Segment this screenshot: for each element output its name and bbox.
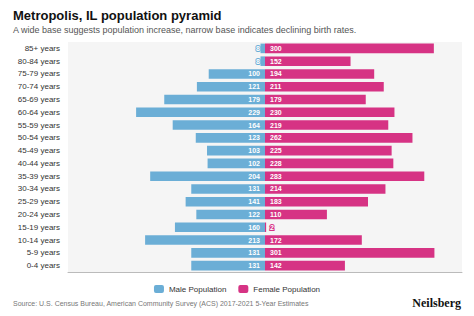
svg-text:15-19 years: 15-19 years [18, 223, 60, 232]
svg-text:179: 179 [270, 96, 282, 103]
svg-text:Source: U.S. Census Bureau, Am: Source: U.S. Census Bureau, American Com… [13, 300, 309, 308]
svg-text:Female Population: Female Population [253, 285, 320, 294]
svg-text:5-9 years: 5-9 years [27, 248, 60, 257]
svg-text:211: 211 [270, 83, 281, 90]
svg-text:2: 2 [270, 224, 274, 231]
svg-text:85+ years: 85+ years [25, 44, 60, 53]
svg-text:213: 213 [248, 237, 260, 244]
svg-text:164: 164 [248, 122, 260, 129]
svg-text:123: 123 [248, 134, 260, 141]
svg-text:283: 283 [270, 173, 282, 180]
svg-text:110: 110 [270, 211, 281, 218]
svg-text:142: 142 [270, 262, 282, 269]
svg-text:Metropolis, IL population pyra: Metropolis, IL population pyramid [13, 8, 222, 23]
svg-text:45-49 years: 45-49 years [18, 146, 60, 155]
svg-text:204: 204 [248, 173, 260, 180]
svg-text:75-79 years: 75-79 years [18, 69, 60, 78]
svg-text:25-29 years: 25-29 years [18, 197, 60, 206]
svg-text:20-24 years: 20-24 years [18, 210, 60, 219]
svg-text:131: 131 [248, 262, 260, 269]
svg-text:8: 8 [256, 45, 260, 52]
svg-text:228: 228 [270, 160, 282, 167]
svg-text:160: 160 [248, 224, 260, 231]
svg-text:122: 122 [248, 211, 260, 218]
svg-text:70-74 years: 70-74 years [18, 82, 60, 91]
svg-text:225: 225 [270, 147, 282, 154]
svg-text:0-4 years: 0-4 years [27, 261, 60, 270]
svg-text:60-64 years: 60-64 years [18, 108, 60, 117]
svg-text:40-44 years: 40-44 years [18, 159, 60, 168]
svg-text:131: 131 [248, 249, 260, 256]
svg-text:30-34 years: 30-34 years [18, 184, 60, 193]
svg-text:103: 103 [248, 147, 260, 154]
svg-text:179: 179 [248, 96, 260, 103]
svg-text:262: 262 [270, 134, 282, 141]
svg-text:230: 230 [270, 109, 282, 116]
svg-text:55-59 years: 55-59 years [18, 121, 60, 130]
svg-text:172: 172 [270, 237, 282, 244]
svg-text:219: 219 [270, 122, 282, 129]
svg-text:300: 300 [270, 45, 282, 52]
svg-text:194: 194 [270, 70, 282, 77]
svg-text:8: 8 [256, 58, 260, 65]
svg-text:141: 141 [248, 198, 260, 205]
svg-text:80-84 years: 80-84 years [18, 57, 60, 66]
svg-text:183: 183 [270, 198, 282, 205]
svg-text:A wide base suggests populatio: A wide base suggests population increase… [13, 25, 356, 35]
svg-text:35-39 years: 35-39 years [18, 172, 60, 181]
svg-text:301: 301 [270, 249, 282, 256]
svg-text:50-54 years: 50-54 years [18, 133, 60, 142]
svg-text:10-14 years: 10-14 years [18, 236, 60, 245]
svg-text:102: 102 [248, 160, 260, 167]
svg-text:Male Population: Male Population [169, 285, 226, 294]
svg-text:229: 229 [248, 109, 260, 116]
svg-text:Neilsberg: Neilsberg [412, 296, 461, 310]
svg-text:131: 131 [248, 185, 260, 192]
svg-text:65-69 years: 65-69 years [18, 95, 60, 104]
svg-text:214: 214 [270, 185, 282, 192]
svg-text:152: 152 [270, 58, 282, 65]
svg-text:100: 100 [248, 70, 260, 77]
svg-text:121: 121 [248, 83, 260, 90]
